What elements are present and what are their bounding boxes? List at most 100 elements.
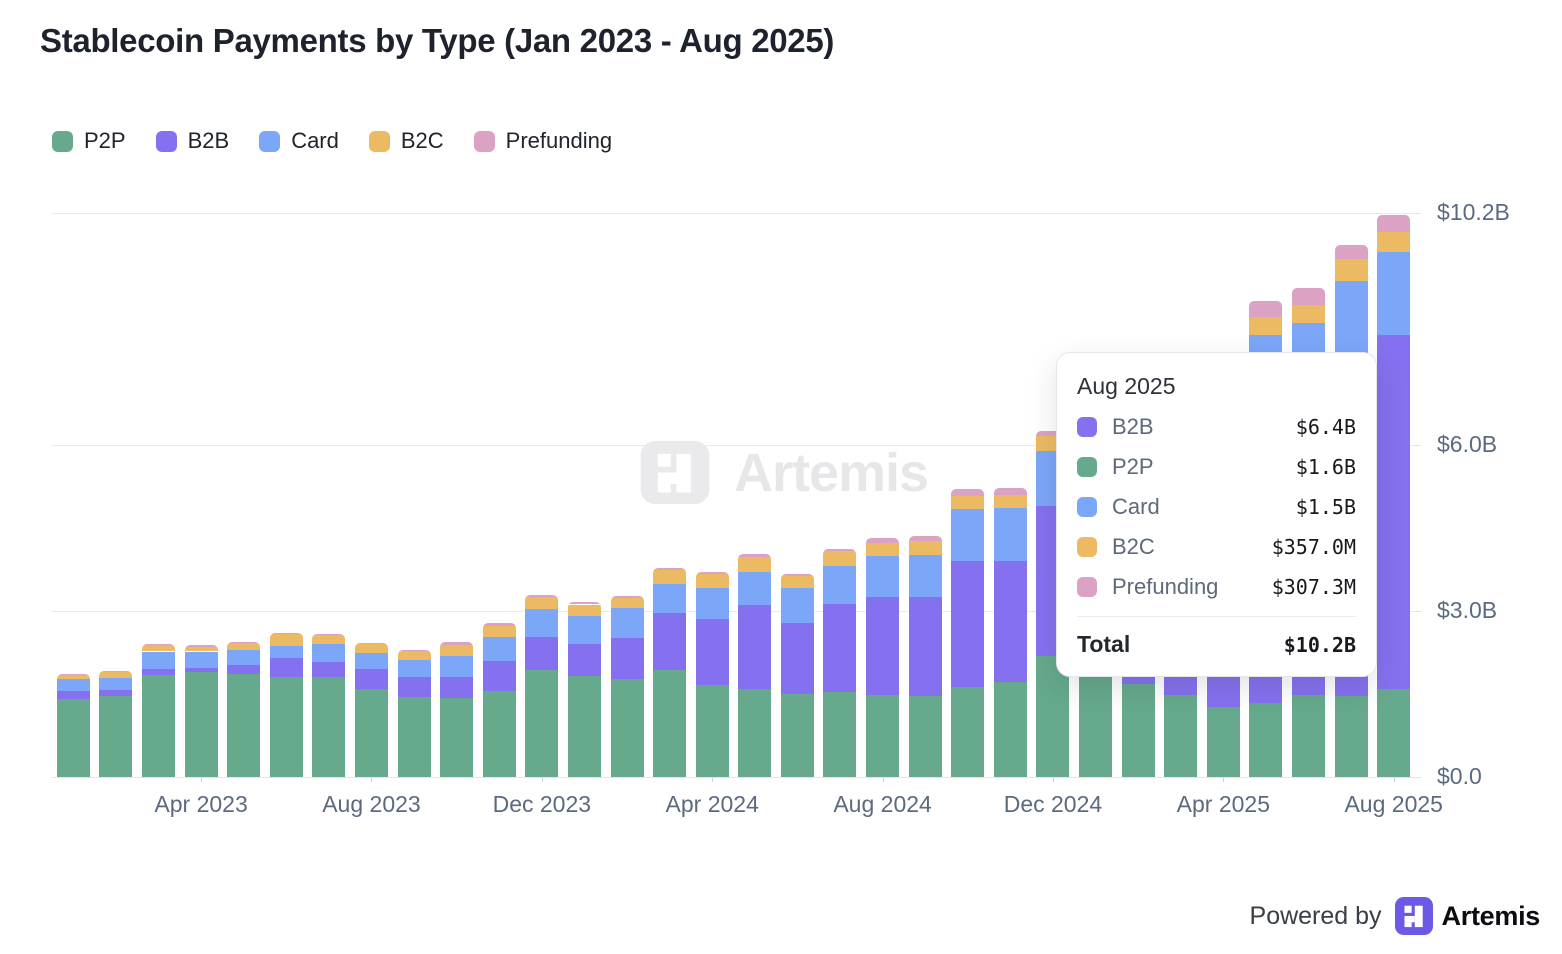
bar-may-2023[interactable] bbox=[227, 641, 261, 777]
legend-item-b2b[interactable]: B2B bbox=[155, 128, 229, 154]
bar-apr-2024[interactable] bbox=[695, 571, 729, 777]
bar-segment-prefunding bbox=[695, 571, 729, 575]
bar-segment-card bbox=[525, 608, 559, 638]
bar-dec-2023[interactable] bbox=[525, 594, 559, 777]
y-axis-label: $6.0B bbox=[1437, 431, 1498, 458]
b2c-swatch-icon bbox=[1077, 537, 1097, 557]
bar-jun-2023[interactable] bbox=[269, 633, 303, 777]
bar-may-2024[interactable] bbox=[738, 554, 772, 777]
gridline-$6.0B bbox=[52, 445, 1415, 447]
tooltip-row-b2b: B2B $6.4B bbox=[1077, 414, 1356, 440]
bar-segment-b2c bbox=[866, 543, 900, 556]
x-tick bbox=[712, 777, 714, 782]
bar-jun-2024[interactable] bbox=[780, 574, 814, 777]
bar-segment-card bbox=[823, 565, 857, 604]
bar-segment-p2p bbox=[1249, 702, 1283, 777]
bar-segment-p2p bbox=[312, 677, 346, 777]
x-axis-line bbox=[52, 777, 1415, 778]
bar-segment-b2c bbox=[397, 650, 431, 661]
bar-segment-card bbox=[738, 571, 772, 606]
bar-oct-2023[interactable] bbox=[440, 642, 474, 777]
bar-segment-p2p bbox=[184, 671, 218, 777]
tooltip-rows: B2B $6.4B P2P $1.6B Card $1.5B B2C $357.0M Prefu… bbox=[1077, 414, 1356, 600]
bar-oct-2024[interactable] bbox=[951, 489, 985, 777]
bar-segment-p2p bbox=[695, 685, 729, 777]
tooltip-series-value: $1.6B bbox=[1295, 455, 1356, 479]
tooltip-row-p2p: P2P $1.6B bbox=[1077, 454, 1356, 480]
bar-segment-b2c bbox=[312, 634, 346, 645]
bar-segment-b2b bbox=[738, 605, 772, 690]
x-tick bbox=[1052, 777, 1054, 782]
bar-sep-2024[interactable] bbox=[908, 535, 942, 777]
bar-segment-prefunding bbox=[1334, 244, 1368, 260]
tooltip-series-label: B2C bbox=[1112, 534, 1155, 559]
y-tick bbox=[1415, 445, 1421, 447]
bar-segment-b2b bbox=[141, 669, 175, 676]
bar-segment-b2c bbox=[1334, 259, 1368, 282]
bar-segment-prefunding bbox=[780, 574, 814, 577]
powered-by-label: Powered by bbox=[1249, 901, 1382, 930]
bar-segment-b2b bbox=[567, 644, 601, 676]
bar-segment-prefunding bbox=[1036, 430, 1070, 437]
bar-segment-card bbox=[56, 679, 90, 692]
bar-segment-card bbox=[184, 651, 218, 668]
tooltip-title: Aug 2025 bbox=[1077, 373, 1176, 399]
artemis-watermark-icon bbox=[640, 441, 710, 504]
bar-segment-prefunding bbox=[1249, 300, 1283, 317]
bar-segment-p2p bbox=[610, 679, 644, 777]
bar-sep-2023[interactable] bbox=[397, 649, 431, 777]
bar-segment-p2p bbox=[1334, 696, 1368, 777]
bar-apr-2023[interactable] bbox=[184, 644, 218, 777]
bar-aug-2024[interactable] bbox=[866, 538, 900, 777]
bar-nov-2024[interactable] bbox=[993, 487, 1027, 777]
bar-segment-prefunding bbox=[951, 489, 985, 497]
legend-item-card[interactable]: Card bbox=[259, 128, 339, 154]
bar-nov-2023[interactable] bbox=[482, 622, 516, 777]
bar-feb-2024[interactable] bbox=[610, 595, 644, 777]
bar-segment-prefunding bbox=[1377, 215, 1411, 232]
bar-segment-p2p bbox=[99, 695, 133, 777]
tooltip-series-value: $6.4B bbox=[1295, 415, 1356, 439]
bar-segment-p2p bbox=[56, 699, 90, 777]
bar-segment-b2b bbox=[184, 667, 218, 672]
bar-segment-prefunding bbox=[1292, 287, 1326, 305]
bar-segment-p2p bbox=[908, 695, 942, 777]
legend-item-prefunding[interactable]: Prefunding bbox=[473, 128, 612, 154]
legend-item-p2p[interactable]: P2P bbox=[52, 128, 126, 154]
prefunding-swatch-icon bbox=[1077, 577, 1097, 597]
bar-segment-prefunding bbox=[227, 641, 261, 643]
bar-aug-2023[interactable] bbox=[354, 642, 388, 777]
bar-jul-2023[interactable] bbox=[312, 633, 346, 777]
x-axis-label: Apr 2025 bbox=[1176, 791, 1271, 817]
y-tick bbox=[1415, 213, 1421, 214]
tooltip-total-label: Total bbox=[1077, 631, 1131, 657]
bar-segment-prefunding bbox=[823, 548, 857, 552]
bar-segment-b2b bbox=[951, 560, 985, 688]
bar-mar-2023[interactable] bbox=[141, 643, 175, 777]
bar-jan-2023[interactable] bbox=[56, 673, 90, 777]
bar-segment-b2c bbox=[1249, 316, 1283, 336]
bar-segment-card bbox=[440, 655, 474, 678]
tooltip-series-value: $307.3M bbox=[1271, 575, 1356, 599]
bar-segment-p2p bbox=[269, 676, 303, 777]
legend-label: B2C bbox=[400, 128, 444, 153]
artemis-brand-link[interactable]: Artemis bbox=[1394, 897, 1540, 935]
legend-item-b2c[interactable]: B2C bbox=[368, 128, 444, 154]
x-axis-label: Apr 2024 bbox=[665, 791, 759, 817]
bar-segment-prefunding bbox=[610, 595, 644, 598]
bar-jan-2024[interactable] bbox=[567, 601, 601, 777]
bar-segment-prefunding bbox=[354, 642, 388, 644]
bar-segment-p2p bbox=[866, 695, 900, 777]
bar-segment-prefunding bbox=[397, 649, 431, 651]
bar-mar-2024[interactable] bbox=[653, 568, 687, 777]
bar-jul-2024[interactable] bbox=[823, 548, 857, 777]
bar-segment-b2c bbox=[525, 597, 559, 609]
bar-segment-b2b bbox=[227, 664, 261, 675]
bar-aug-2025[interactable] bbox=[1377, 215, 1411, 777]
bar-feb-2023[interactable] bbox=[99, 670, 133, 777]
bar-segment-b2c bbox=[227, 642, 261, 650]
tooltip-separator bbox=[1077, 616, 1356, 617]
tooltip-series-value: $1.5B bbox=[1295, 495, 1356, 519]
bar-segment-p2p bbox=[738, 689, 772, 777]
